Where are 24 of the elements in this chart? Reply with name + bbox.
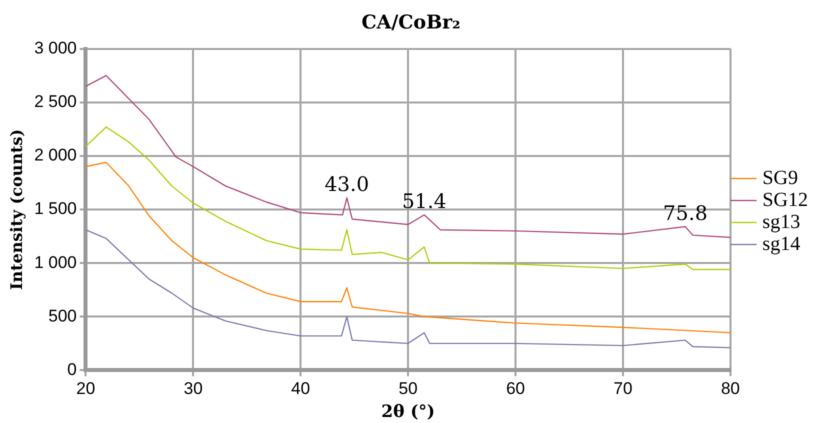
- x-tick-label: 50: [398, 379, 418, 398]
- annotation: 51.4: [402, 189, 446, 214]
- y-tick-label: 500: [48, 306, 77, 326]
- y-tick-label: 0: [67, 360, 77, 379]
- x-axis-title: 2θ (°): [381, 402, 435, 422]
- y-axis-title: Intensity (counts): [6, 129, 26, 290]
- x-tick-label: 40: [291, 379, 310, 398]
- x-tick-label: 80: [720, 379, 740, 398]
- x-tick-label: 60: [506, 379, 525, 398]
- annotation: 75.8: [663, 200, 708, 225]
- y-tick-label: 2 500: [34, 92, 77, 112]
- chart-title: CA/CoBr₂: [362, 11, 460, 34]
- y-tick-label: 1 000: [34, 252, 77, 272]
- x-tick-label: 20: [76, 379, 96, 398]
- legend-label: sg14: [762, 232, 800, 255]
- y-tick-label: 3 000: [34, 38, 77, 58]
- legend-label: SG12: [762, 188, 808, 211]
- legend-label: SG9: [762, 166, 798, 189]
- annotation: 43.0: [324, 172, 370, 196]
- x-tick-label: 70: [614, 379, 632, 398]
- legend-label: sg13: [762, 210, 800, 233]
- y-tick-label: 1 500: [34, 199, 77, 218]
- y-tick-label: 2 000: [34, 146, 77, 165]
- x-tick-label: 30: [184, 379, 203, 398]
